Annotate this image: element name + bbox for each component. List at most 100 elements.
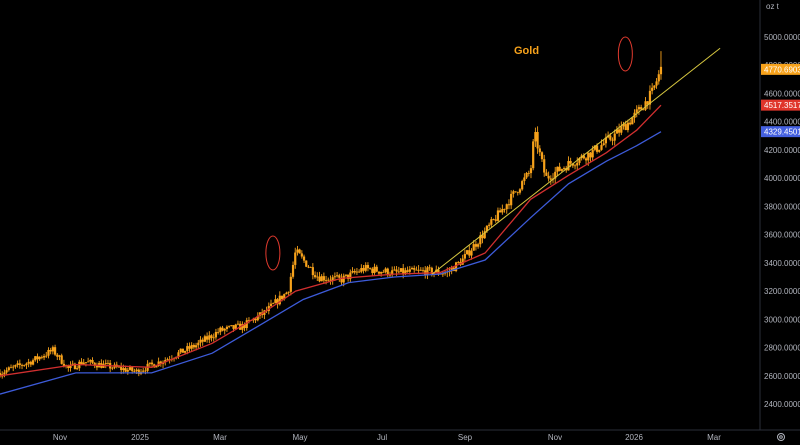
candle[interactable]: [230, 325, 233, 327]
candle[interactable]: [269, 299, 273, 307]
candle[interactable]: [626, 119, 630, 133]
candle[interactable]: [629, 119, 632, 126]
candle[interactable]: [206, 332, 209, 343]
candle[interactable]: [87, 357, 90, 363]
candle[interactable]: [397, 266, 400, 274]
candle[interactable]: [120, 362, 123, 375]
candle[interactable]: [23, 364, 26, 367]
candle[interactable]: [201, 337, 204, 346]
candle[interactable]: [340, 273, 343, 286]
candle[interactable]: [536, 126, 539, 154]
candle[interactable]: [203, 334, 207, 343]
candle[interactable]: [366, 262, 370, 272]
candle[interactable]: [373, 263, 376, 275]
candle[interactable]: [492, 218, 495, 221]
plot-area[interactable]: [0, 36, 721, 395]
candle[interactable]: [558, 162, 561, 172]
candle[interactable]: [547, 171, 550, 182]
candle[interactable]: [183, 350, 187, 354]
candle[interactable]: [503, 208, 506, 213]
candle[interactable]: [3, 369, 6, 378]
candle[interactable]: [300, 250, 303, 259]
candle[interactable]: [507, 199, 511, 210]
candle[interactable]: [18, 359, 21, 369]
candle[interactable]: [305, 260, 308, 268]
candle[interactable]: [369, 267, 372, 270]
candle[interactable]: [320, 274, 323, 282]
candle[interactable]: [622, 121, 625, 130]
candle[interactable]: [177, 349, 180, 359]
candle[interactable]: [525, 171, 528, 180]
candle[interactable]: [294, 247, 297, 269]
candle[interactable]: [53, 344, 57, 357]
candle[interactable]: [236, 320, 240, 326]
candle[interactable]: [272, 302, 275, 305]
candle[interactable]: [527, 170, 530, 177]
candle[interactable]: [298, 248, 301, 254]
candle[interactable]: [477, 242, 480, 249]
candle[interactable]: [221, 325, 224, 332]
candle[interactable]: [657, 70, 660, 85]
candle[interactable]: [421, 267, 425, 273]
candle[interactable]: [353, 268, 356, 275]
candle[interactable]: [415, 266, 418, 271]
candle[interactable]: [496, 207, 500, 222]
candle[interactable]: [640, 104, 643, 110]
candle[interactable]: [278, 291, 281, 306]
price-axis[interactable]: 2400.0000 2600.0000 2800.0000 3000.0000 3200…: [759, 0, 800, 430]
candle[interactable]: [208, 331, 211, 344]
candle[interactable]: [419, 267, 422, 271]
candle[interactable]: [399, 267, 403, 273]
annotation-ellipse[interactable]: [265, 235, 281, 271]
candle[interactable]: [457, 260, 460, 264]
candle[interactable]: [351, 267, 354, 274]
candle[interactable]: [479, 231, 482, 248]
candle[interactable]: [620, 121, 623, 136]
candle[interactable]: [358, 269, 361, 274]
candle[interactable]: [241, 321, 244, 334]
candle[interactable]: [214, 328, 218, 340]
candle[interactable]: [441, 271, 444, 277]
candle[interactable]: [166, 357, 169, 361]
annotation-ellipse[interactable]: [617, 36, 633, 72]
candle[interactable]: [333, 272, 336, 281]
candle[interactable]: [613, 129, 616, 146]
candle[interactable]: [12, 364, 15, 372]
candle[interactable]: [38, 356, 41, 361]
candle[interactable]: [518, 188, 522, 195]
candle[interactable]: [573, 163, 577, 170]
candle[interactable]: [534, 127, 537, 147]
candle[interactable]: [393, 266, 396, 271]
candle[interactable]: [637, 104, 641, 115]
candle[interactable]: [181, 348, 184, 353]
candle[interactable]: [42, 353, 46, 361]
candle[interactable]: [344, 274, 348, 277]
candle[interactable]: [391, 266, 394, 278]
candle[interactable]: [25, 362, 28, 369]
candle[interactable]: [313, 271, 317, 279]
candle[interactable]: [454, 261, 458, 273]
candle[interactable]: [188, 342, 191, 353]
candle[interactable]: [296, 245, 299, 256]
candle[interactable]: [523, 173, 526, 185]
candle[interactable]: [20, 363, 24, 370]
candle[interactable]: [428, 264, 431, 271]
candle[interactable]: [212, 333, 215, 342]
candle[interactable]: [210, 334, 213, 342]
candle[interactable]: [589, 151, 592, 162]
candle[interactable]: [219, 326, 222, 336]
candle[interactable]: [331, 274, 334, 285]
candle[interactable]: [316, 272, 319, 282]
candle[interactable]: [309, 266, 312, 268]
candle[interactable]: [413, 265, 416, 273]
candle[interactable]: [529, 165, 533, 179]
candle[interactable]: [197, 340, 200, 349]
candle[interactable]: [375, 264, 378, 273]
candle[interactable]: [36, 353, 39, 364]
candle[interactable]: [604, 133, 607, 148]
candle[interactable]: [245, 317, 248, 331]
candle[interactable]: [540, 151, 544, 162]
candle[interactable]: [653, 85, 656, 91]
candle[interactable]: [371, 267, 374, 277]
